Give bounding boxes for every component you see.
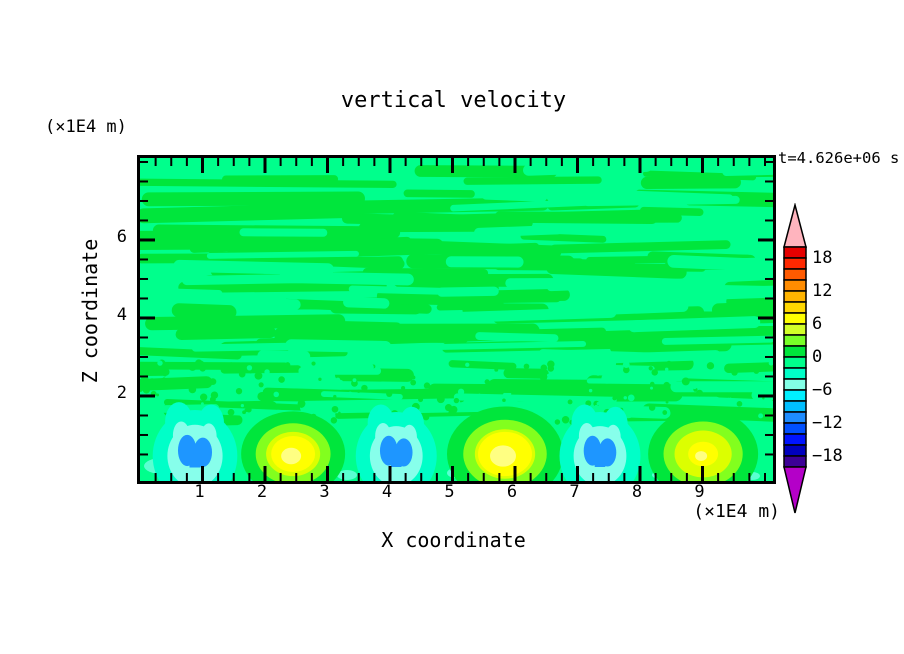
x-tick-label: 1 (194, 482, 205, 502)
x-tick-label: 8 (631, 482, 643, 502)
x-tick-label: 7 (569, 482, 580, 502)
colorbar-tick-label: 18 (812, 248, 833, 268)
x-axis-title: X coordinate (381, 528, 526, 552)
time-stamp-label: t=4.626e+06 s (778, 149, 900, 167)
colorbar-tick-label: 12 (812, 281, 833, 301)
x-tick-label: 5 (444, 482, 455, 502)
colorbar-tick-label: −18 (812, 446, 843, 466)
contour-plot (137, 155, 776, 484)
x-tick-label: 6 (506, 482, 518, 502)
x-axis-unit-label: (×1E4 m) (693, 501, 780, 522)
colorbar-tick-label: −6 (812, 380, 833, 400)
colorbar-tick-label: 0 (812, 347, 823, 367)
colorbar-tick-label: 6 (812, 314, 823, 334)
y-tick-label: 4 (116, 304, 127, 325)
page-title: vertical velocity (340, 88, 567, 113)
y-axis-unit-label: (×1E4 m) (45, 117, 127, 137)
y-tick-label: 6 (116, 226, 127, 247)
colorbar (783, 203, 807, 514)
x-tick-label: 9 (694, 482, 705, 502)
x-tick-label: 2 (256, 482, 268, 502)
y-tick-label: 2 (116, 382, 127, 403)
x-tick-label: 3 (319, 482, 330, 502)
colorbar-tick-label: −12 (812, 413, 843, 433)
x-tick-label: 4 (381, 482, 393, 502)
